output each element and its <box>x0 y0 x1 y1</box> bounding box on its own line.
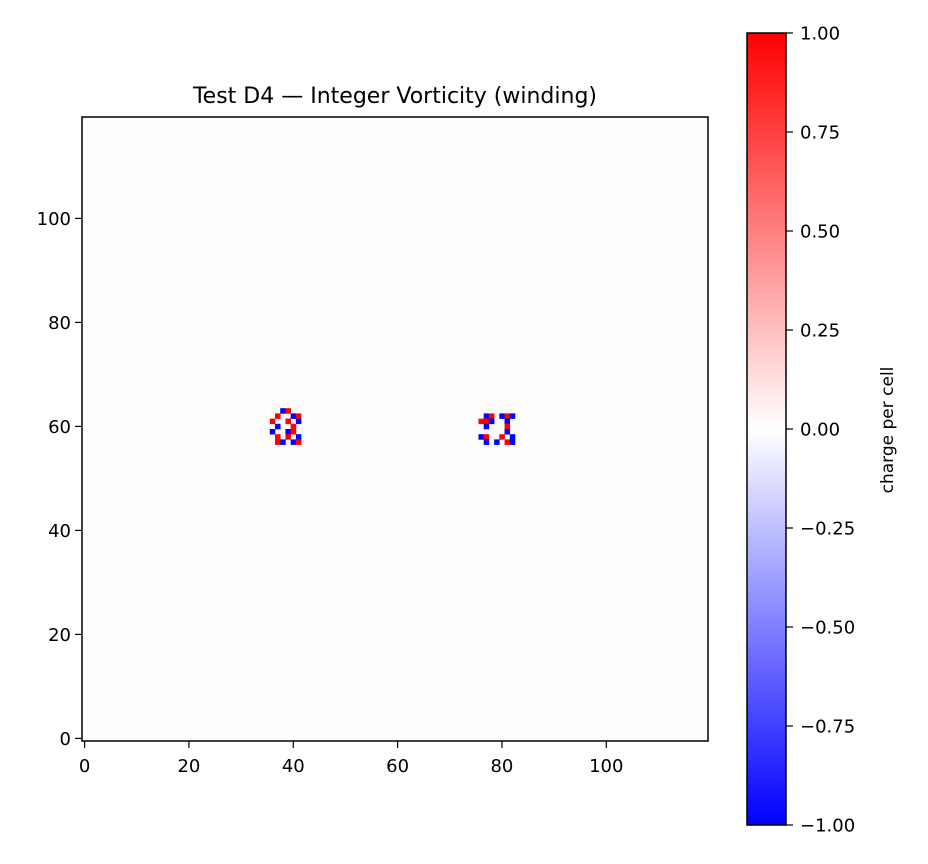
heatmap-cell <box>290 439 297 445</box>
heatmap-cell <box>488 418 495 425</box>
heatmap-cell <box>290 429 297 435</box>
colorbar-tick-label: −0.75 <box>800 717 855 738</box>
heatmap-cell <box>295 413 302 419</box>
heatmap-cell <box>295 434 302 440</box>
heatmap-cell <box>275 423 281 430</box>
x-tick-label: 60 <box>386 756 409 777</box>
heatmap-cell <box>269 429 276 435</box>
heatmap-cell <box>499 413 505 419</box>
heatmap-cell <box>483 418 490 425</box>
x-tick-label: 20 <box>177 756 200 777</box>
heatmap-cell <box>504 429 511 435</box>
colorbar: 1.00 0.75 0.50 0.25 0.00 −0.25 −0.50 −0.75 −1.00… <box>746 24 898 837</box>
y-tick-label: 20 <box>48 625 71 646</box>
colorbar-tick-label: 0.75 <box>800 123 840 144</box>
heatmap-cell <box>275 413 281 419</box>
heatmap-cell <box>269 418 276 425</box>
colorbar-ticks: 1.00 0.75 0.50 0.25 0.00 −0.25 −0.50 −0.75 −1.00 <box>786 24 855 837</box>
heatmap-cell <box>504 418 511 425</box>
heatmap-cell <box>295 418 302 425</box>
colorbar-tick-label: 0.50 <box>800 222 840 243</box>
heatmap-cell <box>483 434 490 440</box>
chart-title: Test D4 — Integer Vorticity (winding) <box>192 84 597 109</box>
plot-background <box>82 117 708 741</box>
heatmap-cell <box>509 434 516 440</box>
heatmap-cell <box>285 408 291 414</box>
y-tick-label: 40 <box>48 521 71 542</box>
x-tick-label: 0 <box>79 756 90 777</box>
heatmap-cell <box>499 434 505 440</box>
y-tick-label: 60 <box>48 417 71 438</box>
heatmap-cell <box>504 439 511 445</box>
heatmap-cell <box>488 413 495 419</box>
colorbar-tick-label: −0.50 <box>800 618 855 639</box>
heatmap-cell <box>290 423 297 430</box>
heatmap-cell <box>509 413 516 419</box>
heatmap-cell <box>478 418 484 425</box>
heatmap-cell <box>285 418 291 425</box>
heatmap-cell <box>483 413 490 419</box>
heatmap-cells <box>269 408 516 445</box>
heatmap-cell <box>509 439 516 445</box>
heatmap-cell <box>504 423 511 430</box>
heatmap-cell <box>275 439 281 445</box>
heatmap-cell <box>280 408 286 414</box>
heatmap-cell <box>285 429 291 435</box>
colorbar-tick-label: 0.25 <box>800 321 840 342</box>
y-axis: 0 20 40 60 80 100 <box>37 209 82 750</box>
heatmap-cell <box>478 434 484 440</box>
colorbar-tick-label: 0.00 <box>800 420 840 441</box>
colorbar-gradient <box>747 33 786 825</box>
plot-frame <box>81 116 709 742</box>
x-tick-label: 40 <box>282 756 305 777</box>
heatmap-cell <box>483 439 490 445</box>
y-tick-label: 100 <box>37 209 71 230</box>
x-axis: 0 20 40 60 80 100 <box>79 741 623 777</box>
heatmap-cell <box>494 439 500 445</box>
heatmap-cell <box>483 423 490 430</box>
x-tick-label: 80 <box>490 756 513 777</box>
y-tick-label: 80 <box>48 313 71 334</box>
x-tick-label: 100 <box>589 756 623 777</box>
heatmap-cell <box>295 439 302 445</box>
heatmap-cell <box>275 434 281 440</box>
colorbar-tick-label: −1.00 <box>800 816 855 837</box>
heatmap-cell <box>280 439 286 445</box>
y-tick-label: 0 <box>60 729 71 750</box>
colorbar-tick-label: −0.25 <box>800 519 855 540</box>
heatmap-cell <box>290 413 297 419</box>
colorbar-label: charge per cell <box>878 367 898 494</box>
heatmap-cell <box>504 413 511 419</box>
heatmap-axes: 0 20 40 60 80 100 0 20 40 60 80 100 <box>37 116 709 777</box>
colorbar-tick-label: 1.00 <box>800 24 840 45</box>
heatmap-cell <box>285 434 291 440</box>
